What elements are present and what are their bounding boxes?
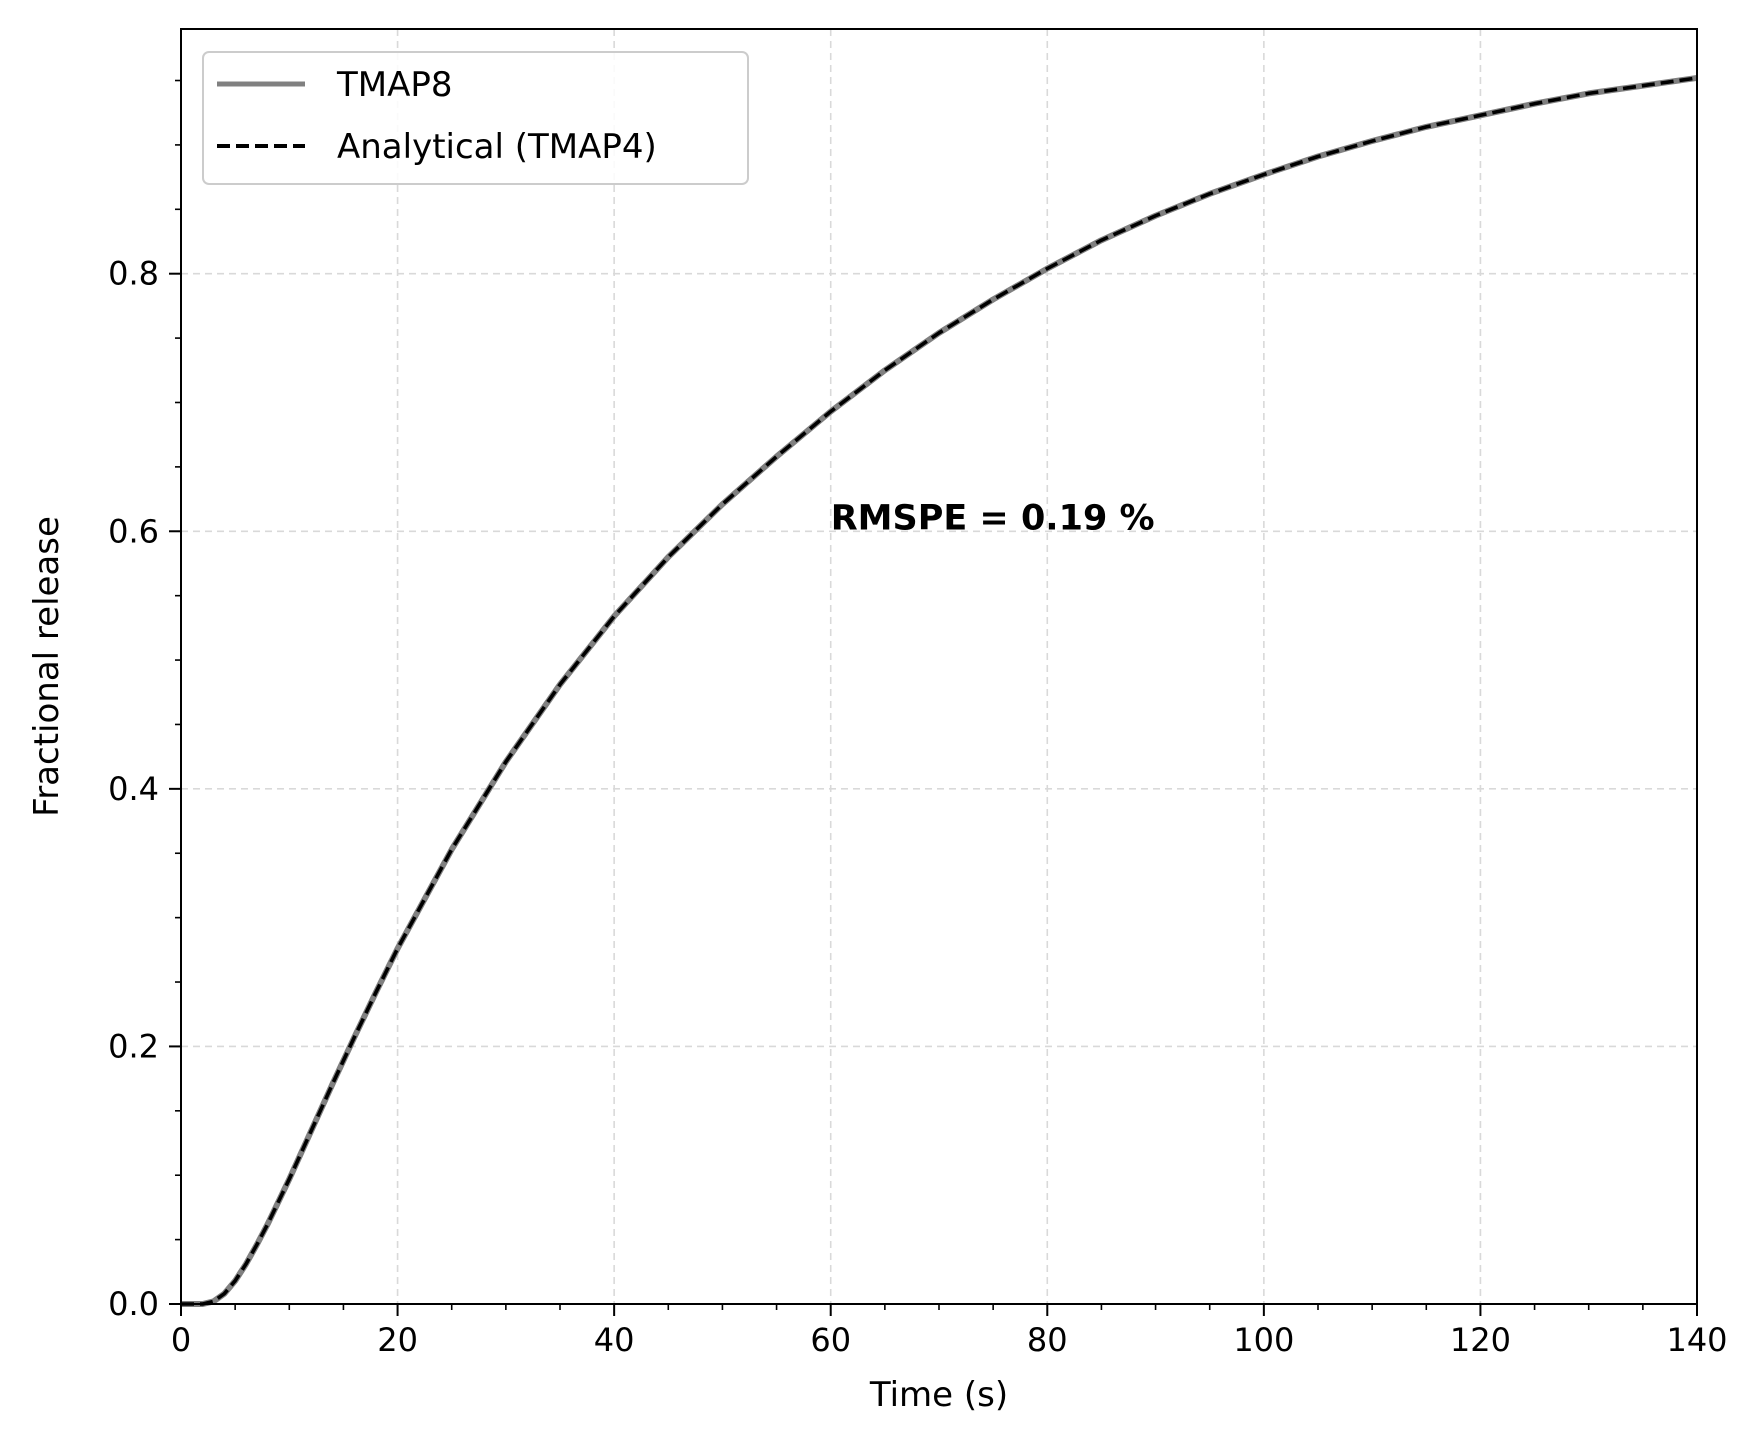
tick-labels: 0 20 40 60 80 100 120 140 0.0 0.2 0.4 0.6 0.8 [108, 255, 1727, 1359]
x-tick-label: 40 [594, 1321, 635, 1359]
x-tick-label: 80 [1027, 1321, 1068, 1359]
x-axis-label: Time (s) [869, 1375, 1008, 1415]
annotations: RMSPE = 0.19 % [831, 498, 1155, 538]
x-tick-label: 140 [1666, 1321, 1727, 1359]
y-tick-label: 0.8 [108, 255, 159, 293]
legend-box [202, 51, 749, 185]
rmspe-annotation: RMSPE = 0.19 % [831, 498, 1155, 538]
x-tick-label: 0 [171, 1321, 191, 1359]
x-tick-label: 100 [1233, 1321, 1294, 1359]
plot-series [181, 74, 1698, 1307]
y-tick-label: 0.6 [108, 512, 159, 550]
y-tick-label: 0.0 [108, 1285, 159, 1323]
x-tick-label: 120 [1450, 1321, 1511, 1359]
y-tick-label: 0.2 [108, 1027, 159, 1065]
legend-entry-tmap8: TMAP8 [336, 65, 453, 105]
y-axis-label: Fractional release [27, 516, 67, 817]
axis-ticks [169, 79, 1698, 1316]
x-tick-label: 60 [810, 1321, 851, 1359]
legend-entry-analytical: Analytical (TMAP4) [337, 127, 657, 167]
grid [181, 29, 1697, 1304]
x-tick-label: 20 [377, 1321, 418, 1359]
series-line-analytical [181, 76, 1698, 1306]
y-tick-label: 0.4 [108, 770, 159, 808]
legend: TMAP8 Analytical (TMAP4) [202, 51, 749, 185]
